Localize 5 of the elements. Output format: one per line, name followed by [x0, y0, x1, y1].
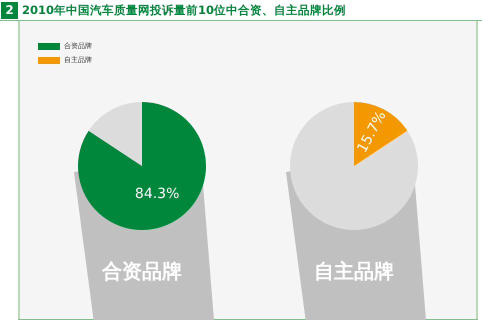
text: 2: [1, 2, 18, 19]
chart-title: 2010年中国汽车质量网投诉量前10位中合资、自主品牌比例: [22, 3, 346, 18]
text: 自主品牌: [313, 258, 395, 285]
text: 合资品牌: [100, 258, 183, 285]
data-label: 84.3%: [134, 186, 180, 202]
